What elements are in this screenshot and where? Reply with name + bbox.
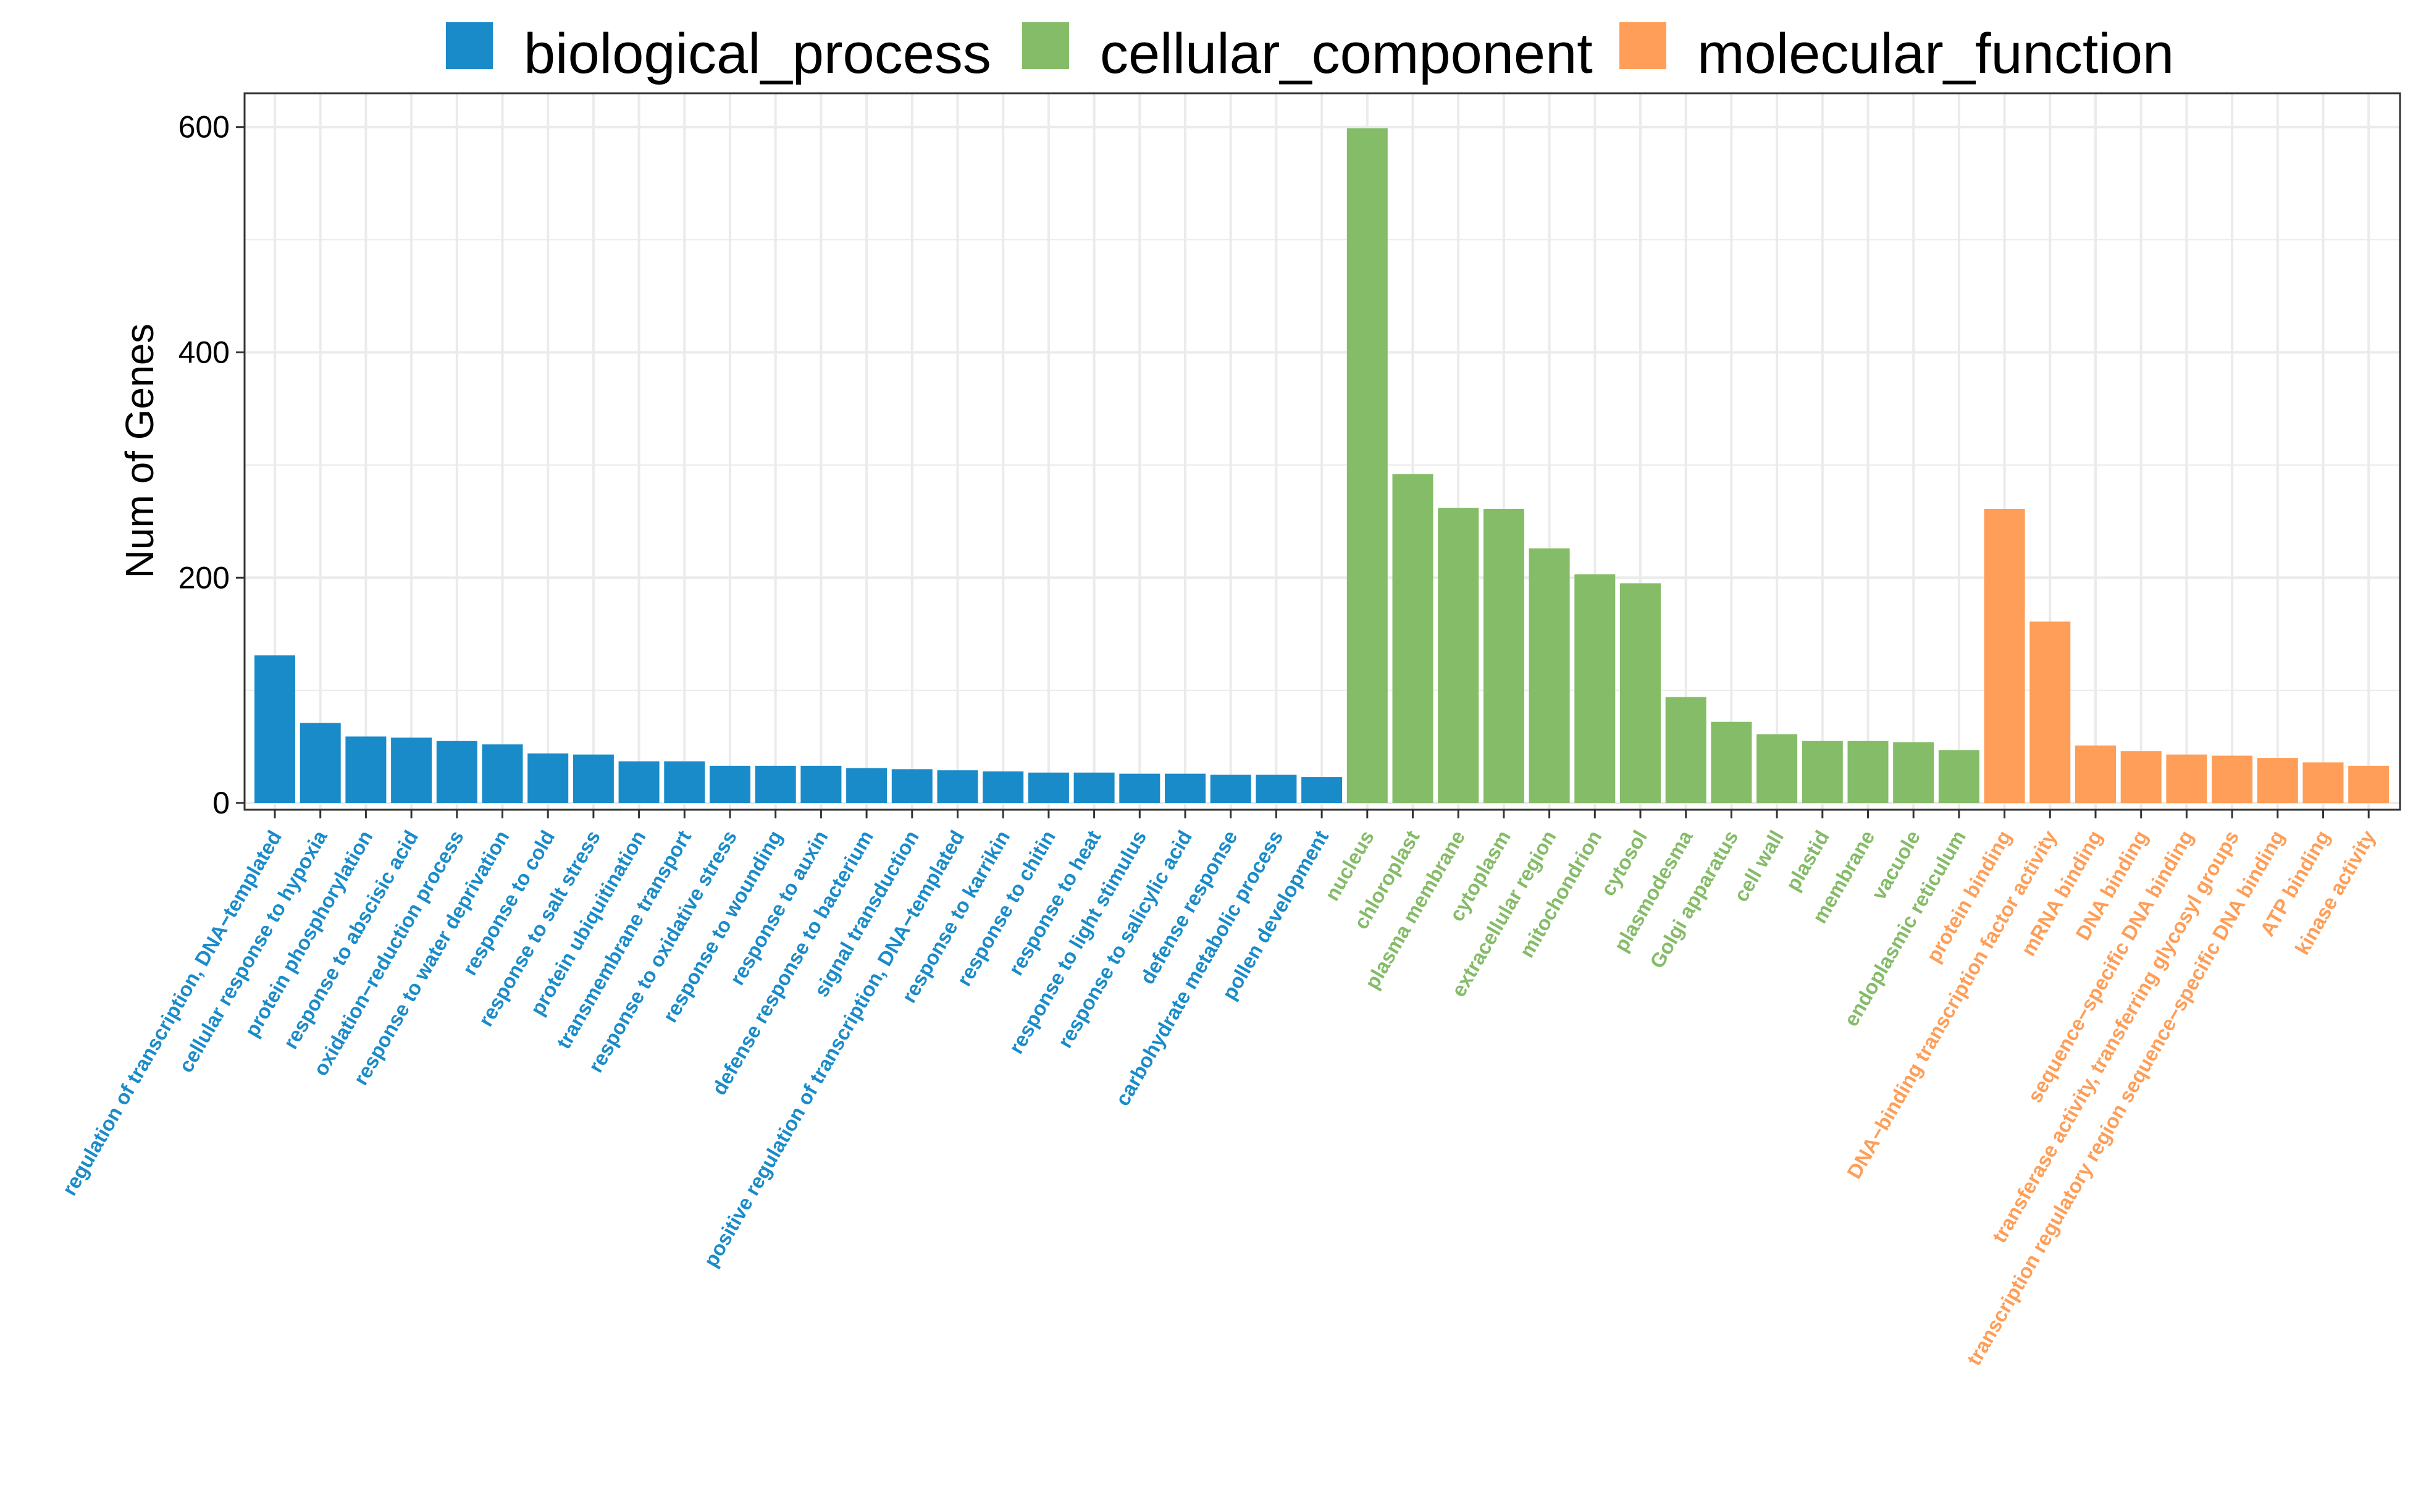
x-axis: regulation of transcription, DNA−templat… [57,810,2380,1369]
bar-vacuole [1893,742,1934,804]
bar-cytosol [1620,583,1661,804]
bar-membrane [1847,741,1889,804]
bar-response-to-karrikin [983,771,1024,804]
bar-transcription-regulatory-region-sequence-specific-dna-binding [2257,758,2298,804]
bar-mitochondrion [1574,574,1616,804]
legend-swatch-cellular-component [1022,22,1069,69]
legend: biological_process cellular_component mole… [446,22,2174,85]
bar-response-to-cold [527,753,569,804]
bar-cellular-response-to-hypoxia [300,723,341,804]
bar-protein-binding [1984,509,2025,804]
bar-response-to-salicylic-acid [1165,773,1206,804]
y-tick-label: 600 [178,110,230,145]
legend-label-biological-process: biological_process [524,22,991,85]
bar-response-to-salt-stress [573,754,614,804]
y-axis: 0 200 400 600 [178,110,245,820]
bar-response-to-oxidative-stress [710,765,750,804]
bar-pollen-development [1301,777,1343,804]
bar-positive-regulation-of-transcription-dna-templated [937,770,978,804]
y-tick-label: 200 [178,560,230,595]
bar-plastid [1802,741,1843,804]
bar-defense-response-to-bacterium [846,768,888,804]
bar-defense-response [1210,775,1251,804]
bar-extracellular-region [1529,548,1570,804]
bar-transmembrane-transport [664,761,705,804]
bar-plasma-membrane [1438,508,1479,804]
bar-atp-binding [2302,762,2344,804]
legend-label-cellular-component: cellular_component [1100,22,1593,85]
bar-nucleus [1346,128,1388,804]
bar-response-to-water-deprivation [482,744,523,804]
bar-mrna-binding [2075,746,2116,804]
bar-transferase-activity-transferring-glycosyl-groups [2212,755,2253,804]
bar-response-to-abscisic-acid [391,737,432,804]
legend-swatch-biological-process [446,22,493,69]
bar-signal-transduction [891,769,933,804]
bar-response-to-auxin [800,765,842,804]
bar-sequence-specific-dna-binding [2166,754,2207,804]
bar-protein-phosphorylation [345,736,387,804]
bar-carbohydrate-metabolic-process [1256,775,1297,804]
bar-protein-ubiquitination [618,761,660,804]
bar-response-to-heat [1073,772,1115,804]
bar-cytoplasm [1483,509,1524,804]
bar-endoplasmic-reticulum [1938,750,1979,804]
legend-swatch-molecular-function [1619,22,1666,69]
bar-kinase-activity [2348,765,2390,804]
y-tick-label: 0 [212,786,230,820]
y-axis-title: Num of Genes [117,324,162,579]
bar-dna-binding-transcription-factor-activity [2029,621,2071,804]
bar-golgi-apparatus [1711,721,1752,804]
bar-dna-binding [2120,751,2162,804]
bar-plasmodesma [1665,697,1706,804]
bar-response-to-chitin [1028,772,1069,804]
bar-oxidation-reduction-process [436,741,477,804]
bar-cell-wall [1756,734,1798,804]
bar-response-to-wounding [755,765,796,804]
bar-response-to-light-stimulus [1119,773,1160,804]
bar-chloroplast [1392,474,1433,804]
legend-label-molecular-function: molecular_function [1697,22,2174,85]
bar-regulation-of-transcription-dna-templated [254,655,295,804]
y-tick-label: 400 [178,335,230,369]
bars [254,128,2390,804]
